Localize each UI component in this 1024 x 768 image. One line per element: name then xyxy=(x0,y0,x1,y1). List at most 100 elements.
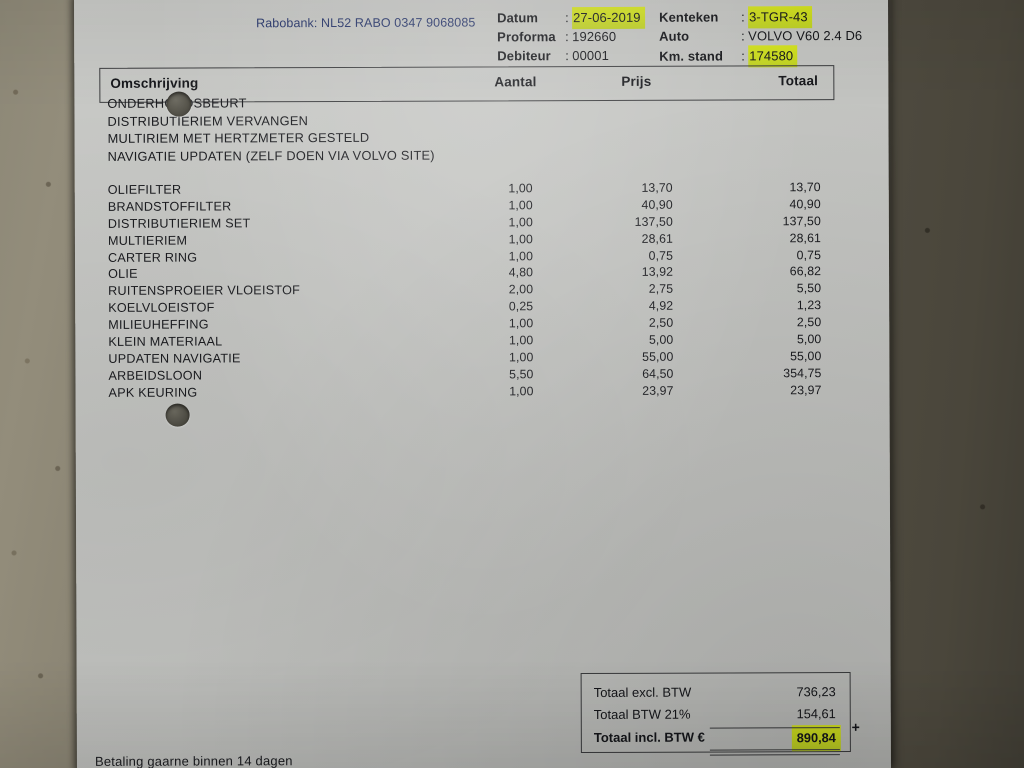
meta-left-label: Proforma xyxy=(497,28,556,44)
item-quantity: 1,00 xyxy=(509,383,534,399)
item-total: 13,70 xyxy=(789,180,821,195)
column-header-description: Omschrijving xyxy=(110,75,199,91)
item-description: RUITENSPROEIER VLOEISTOF xyxy=(108,283,301,299)
item-quantity: 1,00 xyxy=(508,181,533,196)
item-total: 354,75 xyxy=(783,365,822,381)
meta-right-value-highlighted: 174580 xyxy=(748,45,798,67)
plus-sign: + xyxy=(851,718,860,736)
item-quantity: 1,00 xyxy=(508,248,534,263)
item-price: 2,50 xyxy=(648,315,674,330)
item-total: 28,61 xyxy=(789,230,821,245)
item-quantity: 1,00 xyxy=(509,350,534,365)
item-price: 0,75 xyxy=(648,248,674,263)
item-price: 13,70 xyxy=(641,180,673,195)
item-description: KOELVLOEISTOF xyxy=(108,300,215,316)
meta-left-row: Proforma:192660 xyxy=(497,26,645,46)
item-description: UPDATEN NAVIGATIE xyxy=(108,351,241,366)
meta-left-value-highlighted: 27-06-2019 xyxy=(572,6,645,29)
column-header-price: Prijs xyxy=(621,73,652,89)
totals-grandtotal-rule xyxy=(709,749,840,756)
item-total: 1,23 xyxy=(796,298,822,313)
meta-right-row: Auto: VOLVO V60 2.4 D6 xyxy=(659,25,862,45)
work-description-line: NAVIGATIE UPDATEN (ZELF DOEN VIA VOLVO S… xyxy=(107,147,435,164)
line-items-list: OLIEFILTER 1,00 13,70 13,70 BRANDSTOFFILTER 1… xyxy=(75,179,866,402)
item-quantity: 0,25 xyxy=(508,299,534,314)
totals-row: Totaal BTW 21% 154,61 xyxy=(582,703,850,726)
item-total: 23,97 xyxy=(790,382,822,397)
item-total: 0,75 xyxy=(796,247,822,262)
item-description: OLIE xyxy=(108,267,138,282)
meta-left-value: 192660 xyxy=(572,28,617,44)
item-description: APK KEURING xyxy=(108,385,198,400)
meta-left-separator: : xyxy=(565,48,569,64)
meta-right-row: Km. stand:174580 xyxy=(659,45,862,67)
meta-left-separator: : xyxy=(565,28,569,44)
item-price: 5,00 xyxy=(648,332,674,347)
item-description: OLIEFILTER xyxy=(107,182,182,197)
item-price: 13,92 xyxy=(641,265,674,280)
totals-label: Totaal excl. BTW xyxy=(593,684,692,701)
item-total: 40,90 xyxy=(789,197,821,212)
item-quantity: 2,00 xyxy=(508,282,534,297)
item-description: KLEIN MATERIAAL xyxy=(108,334,223,349)
item-quantity: 1,00 xyxy=(508,333,534,348)
item-description: CARTER RING xyxy=(107,250,198,265)
invoice-meta-left: Datum:27-06-2019 Proforma:192660 Debiteur:… xyxy=(497,6,645,66)
item-quantity: 1,00 xyxy=(508,316,534,331)
invoice-meta-right: Kenteken:3-TGR-43 Auto: VOLVO V60 2.4 D6 Km… xyxy=(659,6,862,67)
item-quantity: 4,80 xyxy=(508,265,534,280)
item-total: 55,00 xyxy=(790,349,822,364)
item-description: MILIEUHEFFING xyxy=(108,317,209,332)
item-price: 28,61 xyxy=(641,231,673,246)
meta-left-row: Debiteur:00001 xyxy=(497,46,645,66)
totals-value: 736,23 xyxy=(796,684,836,700)
bank-account-line: Rabobank: NL52 RABO 0347 9068085 xyxy=(256,15,476,31)
item-quantity: 1,00 xyxy=(508,198,533,213)
item-price: 64,50 xyxy=(642,366,674,381)
totals-row: Totaal excl. BTW 736,23 xyxy=(582,681,850,704)
item-price: 137,50 xyxy=(634,214,673,229)
work-description-line: MULTIRIEM MET HERTZMETER GESTELD xyxy=(107,130,370,147)
desk-surface-left xyxy=(0,0,78,768)
item-price: 55,00 xyxy=(642,349,674,364)
item-total: 137,50 xyxy=(782,213,821,229)
totals-box: Totaal excl. BTW 736,23 Totaal BTW 21% 154,… xyxy=(580,672,860,756)
hole-punch-icon xyxy=(166,91,192,117)
work-description-line: DISTRIBUTIERIEM VERVANGEN xyxy=(107,112,309,129)
work-description-line: ONDERHOUDSBEURT xyxy=(107,94,434,113)
item-price: 40,90 xyxy=(641,197,673,212)
payment-terms-note: Betaling gaarne binnen 14 dagen xyxy=(94,753,293,768)
meta-left-label: Debiteur xyxy=(497,48,551,64)
meta-right-separator: : xyxy=(741,27,745,43)
meta-right-separator: : xyxy=(741,9,745,25)
item-price: 23,97 xyxy=(642,383,674,398)
totals-value-highlighted: 890,84 xyxy=(791,725,841,752)
item-quantity: 1,00 xyxy=(508,215,533,230)
item-price: 4,92 xyxy=(648,298,674,314)
meta-right-value: VOLVO V60 2.4 D6 xyxy=(748,27,863,43)
meta-right-row: Kenteken:3-TGR-43 xyxy=(659,6,862,28)
item-total: 2,50 xyxy=(796,315,822,330)
table-row: APK KEURING 1,00 23,97 23,97 xyxy=(75,382,865,402)
column-header-total: Totaal xyxy=(778,73,819,89)
meta-right-value-highlighted: 3-TGR-43 xyxy=(748,6,812,28)
meta-left-value: 00001 xyxy=(572,47,609,64)
totals-row: Totaal incl. BTW € 890,84 xyxy=(582,725,850,752)
meta-left-row: Datum:27-06-2019 xyxy=(497,6,645,29)
totals-label: Totaal incl. BTW € xyxy=(593,729,705,746)
item-total: 5,50 xyxy=(796,281,822,296)
item-description: BRANDSTOFFILTER xyxy=(107,199,232,214)
meta-left-label: Datum xyxy=(497,10,539,26)
meta-right-label: Auto xyxy=(659,28,690,44)
item-total: 5,00 xyxy=(796,332,822,347)
item-quantity: 5,50 xyxy=(509,367,534,382)
meta-right-label: Kenteken xyxy=(659,9,719,25)
work-description-block: ONDERHOUDSBEURTDISTRIBUTIERIEM VERVANGEN… xyxy=(107,94,434,166)
hole-punch-icon xyxy=(165,403,190,427)
meta-right-separator: : xyxy=(741,48,745,64)
item-description: DISTRIBUTIERIEM SET xyxy=(107,216,251,231)
item-description: ARBEIDSLOON xyxy=(108,368,203,383)
item-price: 2,75 xyxy=(648,282,674,297)
item-total: 66,82 xyxy=(789,264,822,279)
